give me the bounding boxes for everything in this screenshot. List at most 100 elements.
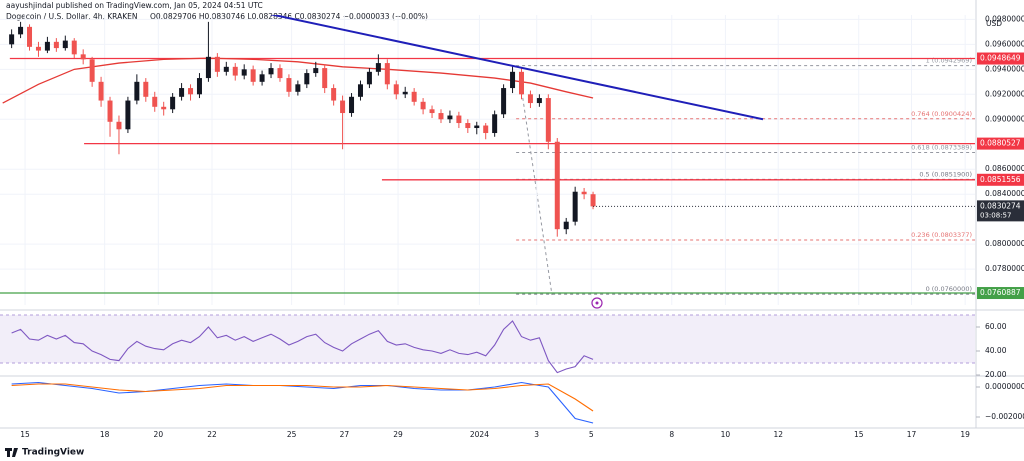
candle-body [44, 41, 50, 51]
candle-body [357, 84, 363, 97]
candle-body [465, 123, 471, 129]
event-icon [591, 297, 603, 309]
x-tick-label: 27 [340, 430, 350, 439]
candle-body [366, 71, 372, 85]
candle-body [125, 100, 131, 130]
candle-body [331, 88, 337, 101]
candle-body [411, 91, 417, 102]
series-line [11, 383, 594, 412]
y-tick-label: 60.00 [985, 322, 1007, 331]
level-box [977, 287, 1024, 300]
y-tick-label: 40.00 [985, 346, 1007, 355]
series-line [11, 381, 594, 424]
macd-pane [11, 381, 594, 424]
candle-body [9, 34, 15, 45]
candle-body [80, 54, 86, 60]
candle-body [35, 46, 41, 51]
band [0, 314, 975, 363]
x-tick-label: 15 [20, 430, 30, 439]
candle-body [232, 66, 238, 76]
candle-body [483, 125, 489, 134]
x-tick-label: 5 [589, 430, 594, 439]
candle-body [393, 84, 399, 95]
candle-body [161, 106, 167, 110]
x-tick-label: 29 [393, 430, 403, 439]
candle-body [268, 68, 274, 75]
price-pane: 1.236 (0.0987178)1 (0.0942969)0.764 (0.0… [0, 15, 975, 305]
y-tick-label: 20.00 [985, 370, 1007, 379]
level-box [977, 137, 1024, 150]
fib-label: 0.764 (0.0900424) [911, 110, 972, 118]
candle-body [474, 125, 480, 129]
x-tick-label: 2024 [470, 430, 489, 439]
x-tick-label: 22 [207, 430, 217, 439]
candle-body [420, 101, 426, 110]
candle-body [340, 100, 346, 114]
candle-body [134, 81, 140, 101]
candle-body [179, 88, 185, 97]
level-label: 0.0948649 [980, 54, 1021, 63]
candle-body [349, 96, 355, 114]
y-tick-label: −0.0020000 [985, 412, 1024, 421]
candle-body [572, 191, 578, 222]
candle-body [170, 96, 176, 110]
x-tick-label: 10 [721, 430, 731, 439]
y-tick-label: 0.0900000 [985, 114, 1024, 123]
axis-unit: USD [986, 19, 1002, 28]
x-tick-label: 25 [287, 430, 297, 439]
candle-body [581, 191, 587, 195]
y-tick-label: 0.0000000 [985, 382, 1024, 391]
footer-brand: TradingView [22, 448, 84, 458]
candle-body [259, 74, 265, 82]
level-box [977, 52, 1024, 65]
candle-body [116, 121, 122, 130]
candle-body [188, 88, 194, 95]
candle-body [152, 96, 158, 107]
candle-body [27, 26, 33, 47]
symbol: Dogecoin / U.S. Dollar, 4h, KRAKEN [6, 12, 137, 21]
countdown-label: 03:08:57 [980, 211, 1011, 219]
fib-label: 1 (0.0942969) [926, 57, 972, 65]
fib-label: 0.618 (0.0873389) [911, 144, 972, 152]
moving-average [2, 57, 594, 104]
y-tick-label: 0.0800000 [985, 239, 1024, 248]
candle-body [71, 40, 77, 55]
candle-body [590, 194, 596, 207]
candle-body [536, 98, 542, 104]
x-tick-label: 18 [100, 430, 110, 439]
candle-body [62, 40, 68, 49]
candle-body [527, 94, 533, 104]
author-line: aayushjindal published on TradingView.co… [6, 1, 263, 10]
candle-body [375, 63, 381, 72]
candle-body [545, 98, 551, 142]
x-tick-label: 19 [960, 430, 970, 439]
candle-body [196, 78, 202, 95]
x-tick-label: 12 [773, 430, 783, 439]
last-price-label: 0.0830274 [980, 201, 1021, 210]
y-tick-label: 0.0980000 [985, 14, 1024, 23]
rsi-pane [0, 314, 975, 374]
candle-body [295, 84, 301, 92]
x-tick-label: 3 [534, 430, 539, 439]
level-box [977, 173, 1024, 186]
candle-body [518, 71, 524, 95]
level-label: 0.0851556 [980, 175, 1021, 184]
last-price-box [977, 200, 1024, 222]
series-line [11, 320, 594, 374]
candle-body [313, 68, 319, 74]
y-tick-label: 0.0960000 [985, 39, 1024, 48]
x-tick-label: 8 [669, 430, 674, 439]
event-icon-dot [595, 301, 599, 305]
candle-body [214, 56, 220, 72]
candle-body [89, 59, 95, 82]
fib-label: 0.236 (0.0803377) [911, 231, 972, 239]
ohlc: O0.0829706 H0.0830746 L0.0828346 C0.0830… [150, 12, 428, 21]
candle-body [456, 115, 462, 124]
candle-body [143, 81, 149, 97]
trendline [269, 15, 764, 121]
candle-body [501, 88, 507, 115]
candle-body [429, 109, 435, 114]
candle-body [277, 68, 283, 79]
tv-logo [5, 448, 18, 457]
candle-body [53, 41, 59, 49]
